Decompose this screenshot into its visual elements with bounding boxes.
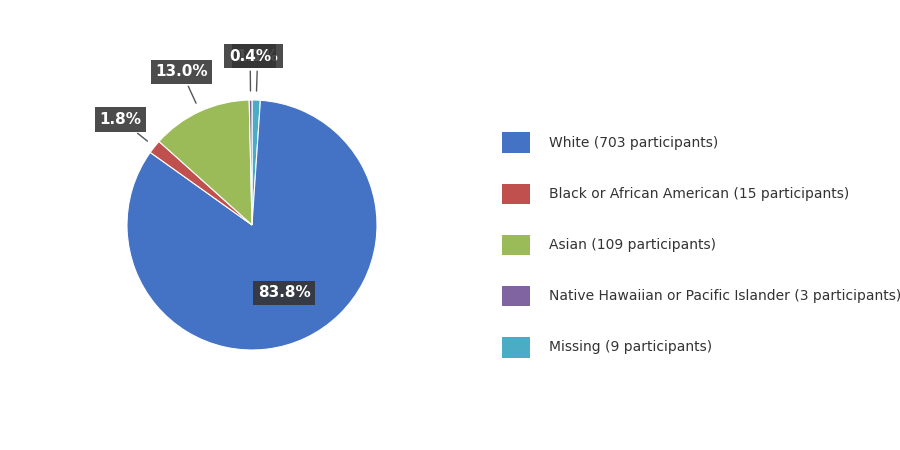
- Bar: [502, 337, 529, 358]
- Text: 13.0%: 13.0%: [155, 64, 208, 103]
- Wedge shape: [159, 100, 252, 225]
- Text: 1.1%: 1.1%: [237, 49, 279, 91]
- Bar: [502, 184, 529, 204]
- Text: 83.8%: 83.8%: [257, 285, 310, 300]
- Text: Missing (9 participants): Missing (9 participants): [549, 340, 713, 355]
- Text: 0.4%: 0.4%: [229, 49, 271, 91]
- Text: 1.8%: 1.8%: [99, 112, 148, 141]
- Bar: [502, 286, 529, 306]
- Text: Native Hawaiian or Pacific Islander (3 participants): Native Hawaiian or Pacific Islander (3 p…: [549, 289, 900, 303]
- Wedge shape: [249, 100, 252, 225]
- Bar: [502, 132, 529, 153]
- Text: Black or African American (15 participants): Black or African American (15 participan…: [549, 187, 850, 201]
- Wedge shape: [252, 100, 260, 225]
- Wedge shape: [150, 141, 252, 225]
- Text: White (703 participants): White (703 participants): [549, 135, 718, 150]
- Bar: [502, 235, 529, 255]
- Text: Asian (109 participants): Asian (109 participants): [549, 238, 716, 252]
- Wedge shape: [127, 100, 377, 350]
